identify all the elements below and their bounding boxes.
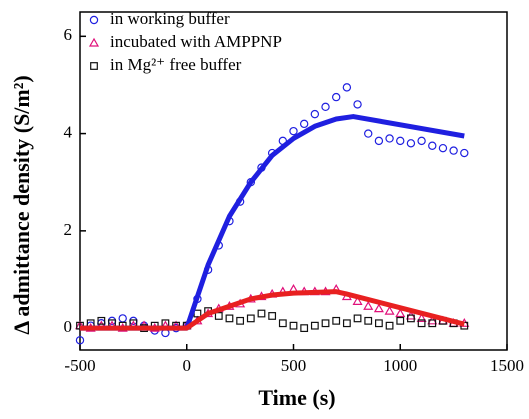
data-point	[118, 314, 127, 323]
data-point	[438, 143, 448, 153]
y-tick-label: 4	[64, 122, 73, 141]
y-tick-label: 6	[64, 25, 73, 44]
data-point	[363, 301, 374, 310]
data-point	[449, 146, 458, 155]
data-point	[460, 148, 469, 158]
legend-marker	[89, 15, 99, 25]
legend-marker	[88, 37, 100, 47]
data-point	[289, 321, 298, 330]
data-point	[268, 312, 277, 320]
x-tick-label: 0	[183, 356, 192, 375]
data-point	[214, 312, 223, 320]
data-point	[342, 319, 351, 328]
x-tick-label: 500	[281, 356, 307, 375]
data-point	[364, 316, 373, 325]
x-tick-label: 1500	[490, 356, 524, 375]
fit-line	[80, 114, 465, 331]
data-point	[385, 321, 394, 330]
legend-marker	[90, 62, 98, 70]
data-point	[321, 319, 330, 328]
data-point	[395, 308, 406, 318]
data-point	[375, 319, 383, 328]
x-axis-label: Time (s)	[258, 385, 335, 410]
y-tick-label: 2	[64, 220, 73, 239]
data-point	[353, 100, 362, 109]
data-point	[300, 324, 309, 333]
data-point	[396, 136, 405, 146]
data-point	[352, 296, 363, 305]
legend-label: incubated with AMPPNP	[110, 32, 282, 51]
data-point	[364, 129, 373, 138]
data-point	[321, 102, 330, 112]
y-axis-label: Δ admittance density (S/m²)	[9, 75, 34, 334]
data-point	[225, 314, 234, 323]
data-point	[416, 313, 427, 322]
data-point	[384, 305, 395, 315]
data-point	[406, 139, 416, 148]
x-tick-label: 1000	[383, 356, 417, 375]
data-point	[385, 134, 394, 143]
data-point	[257, 309, 266, 318]
data-point	[236, 316, 245, 325]
data-point	[428, 141, 437, 150]
legend-label: in working buffer	[110, 9, 230, 28]
data-point	[246, 314, 255, 323]
y-tick-label: 0	[64, 317, 73, 336]
data-point	[417, 136, 426, 146]
x-tick-label: -500	[64, 356, 95, 375]
data-point	[396, 316, 405, 325]
data-point	[310, 321, 319, 330]
data-point	[332, 316, 341, 325]
data-point	[299, 119, 309, 129]
data-point	[310, 109, 320, 119]
data-point	[407, 314, 415, 323]
data-point	[342, 83, 352, 92]
data-point	[278, 319, 287, 328]
data-point	[97, 316, 106, 325]
legend-label: in Mg²⁺ free buffer	[110, 55, 242, 74]
data-point	[289, 126, 298, 136]
data-point	[417, 319, 426, 328]
data-point	[428, 319, 437, 328]
fit-line	[80, 289, 465, 331]
data-point	[353, 314, 362, 323]
data-point	[373, 303, 384, 313]
data-point	[374, 136, 384, 146]
data-point	[75, 336, 85, 345]
data-point	[332, 92, 341, 102]
